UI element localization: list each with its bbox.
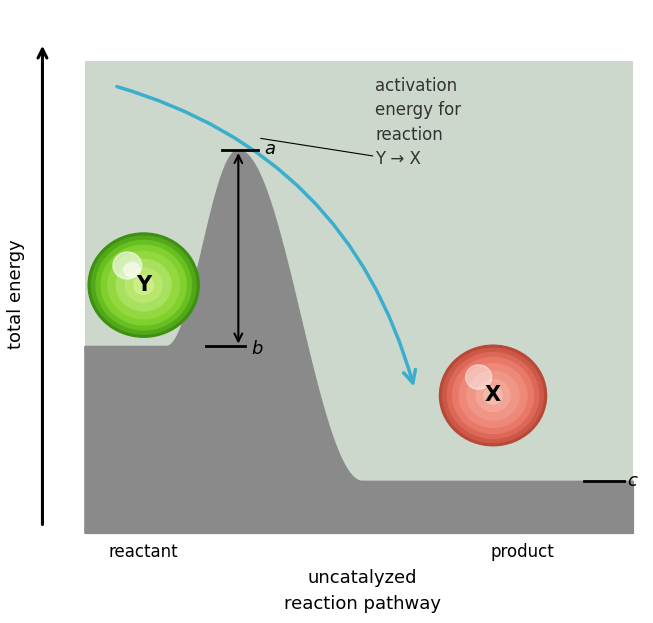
Circle shape: [113, 252, 142, 279]
Text: reaction: reaction: [375, 126, 443, 144]
Text: Y: Y: [136, 275, 151, 295]
Circle shape: [101, 245, 186, 325]
Text: total energy: total energy: [7, 239, 25, 349]
Circle shape: [91, 236, 196, 334]
Text: c: c: [627, 472, 637, 490]
Circle shape: [116, 259, 171, 311]
Circle shape: [439, 345, 547, 445]
Circle shape: [96, 240, 191, 330]
Text: b: b: [251, 341, 263, 358]
Text: a: a: [264, 140, 276, 158]
Circle shape: [453, 358, 534, 434]
Circle shape: [443, 348, 543, 443]
Circle shape: [484, 387, 502, 404]
Circle shape: [134, 276, 153, 294]
Text: activation: activation: [375, 77, 458, 95]
Text: Y → X: Y → X: [375, 150, 421, 168]
Circle shape: [124, 262, 140, 277]
Circle shape: [125, 268, 162, 302]
Circle shape: [459, 364, 527, 427]
Bar: [85, 61, 633, 533]
Circle shape: [467, 371, 519, 420]
Circle shape: [466, 365, 492, 389]
Circle shape: [108, 252, 180, 319]
Text: X: X: [485, 386, 501, 406]
Circle shape: [476, 379, 510, 411]
Polygon shape: [85, 150, 633, 533]
Text: reactant: reactant: [109, 543, 178, 561]
Text: uncatalyzed
reaction pathway: uncatalyzed reaction pathway: [284, 569, 441, 614]
Circle shape: [447, 353, 539, 439]
Circle shape: [88, 233, 199, 337]
Text: product: product: [490, 543, 554, 561]
FancyArrowPatch shape: [117, 87, 415, 383]
Text: energy for: energy for: [375, 101, 462, 119]
